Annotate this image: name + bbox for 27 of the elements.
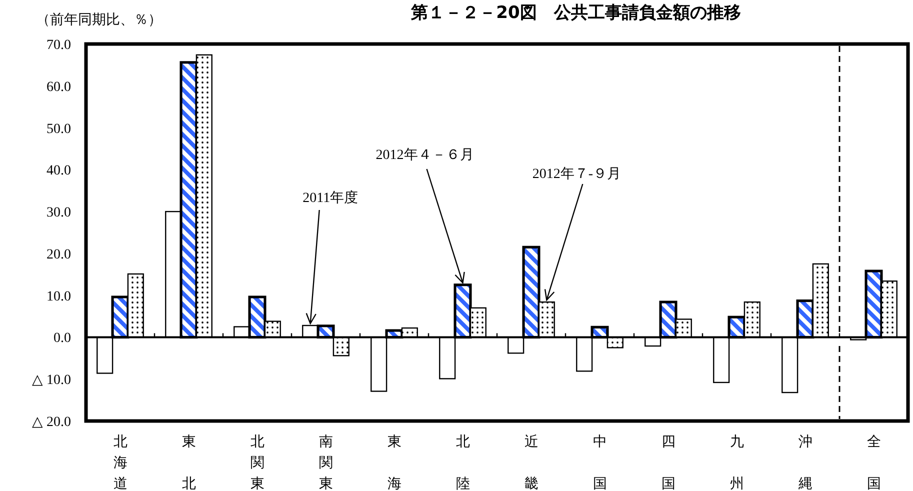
chart-title: 第１－２－20図 公共工事請負金額の推移 [410, 3, 741, 23]
y-tick-label: 10.0 [46, 289, 71, 304]
y-tick-label: 20.0 [46, 247, 71, 262]
category-label: 東北 [182, 435, 196, 491]
x-tick-label: 北海道 [113, 434, 128, 491]
category-label: 近畿 [524, 435, 538, 491]
y-tick-label: 0.0 [54, 331, 71, 346]
category-label: 九州 [730, 435, 744, 491]
x-tick-label: 北関東 [250, 434, 264, 491]
y-axis-title: （前年同期比、％） [36, 12, 162, 28]
y-tick-label: 70.0 [46, 38, 71, 53]
x-tick-label: 南関東 [318, 434, 333, 491]
y-tick-label: △ 10.0 [32, 373, 71, 388]
text: 2012年４－６月 [376, 147, 474, 163]
category-label: 全国 [866, 435, 881, 491]
y-tick-label: 30.0 [46, 206, 71, 221]
category-label: 四国 [661, 435, 676, 491]
category-label: 沖縄 [798, 435, 812, 491]
y-tick-label: △ 20.0 [32, 415, 71, 430]
category-label: 中国 [592, 435, 607, 491]
category-label: 北陸 [456, 435, 470, 491]
y-tick-label: 50.0 [46, 122, 71, 137]
text: 2012年７-９月 [532, 166, 621, 182]
y-tick-label: 40.0 [46, 164, 71, 179]
category-label: 東海 [387, 435, 402, 491]
text: 2011年度 [302, 190, 358, 206]
y-tick-label: 60.0 [46, 80, 71, 95]
